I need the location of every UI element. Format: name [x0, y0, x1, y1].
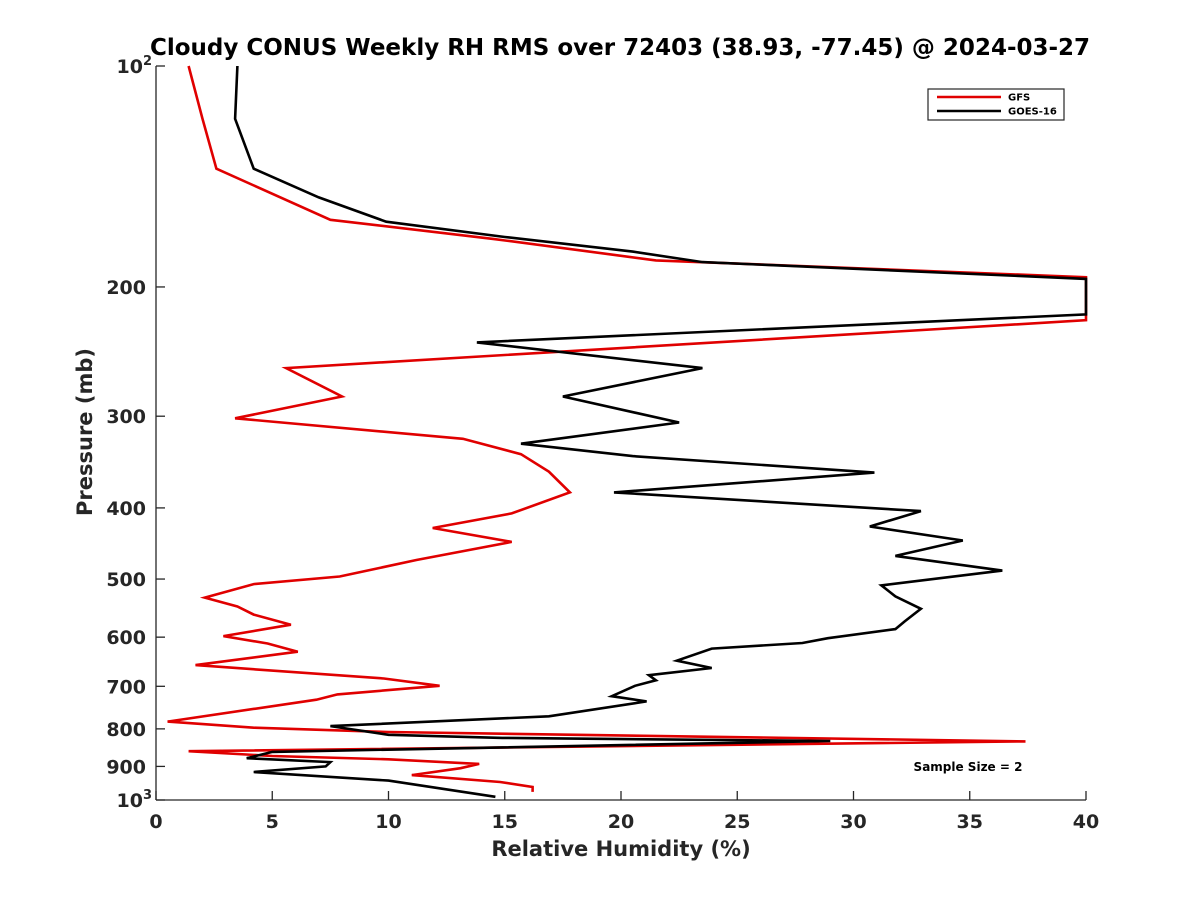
y-tick-label: 102: [117, 54, 153, 78]
y-tick-label: 800: [106, 719, 146, 741]
x-tick-label: 15: [492, 811, 518, 833]
y-tick-label: 600: [106, 627, 146, 649]
y-tick-label: 500: [106, 569, 146, 591]
x-tick-label: 10: [375, 811, 401, 833]
y-tick-label: 700: [106, 676, 146, 698]
chart-title: Cloudy CONUS Weekly RH RMS over 72403 (3…: [150, 35, 1090, 61]
y-axis-label: Pressure (mb): [73, 348, 97, 516]
y-tick-label: 900: [106, 756, 146, 778]
legend: GFS GOES-16: [927, 88, 1065, 121]
y-tick-label: 400: [106, 498, 146, 520]
y-tick-label: 300: [106, 406, 146, 428]
series-line-gfs: [167, 65, 1088, 792]
legend-box: [927, 88, 1065, 121]
legend-entry-label: GOES-16: [1008, 107, 1057, 118]
x-tick-label: 5: [266, 811, 279, 833]
x-axis-label: Relative Humidity (%): [491, 837, 750, 861]
x-tick-label: 25: [724, 811, 750, 833]
series-line-goes-16: [233, 65, 1088, 799]
y-tick-label: 103: [117, 788, 153, 812]
x-tick-label: 30: [840, 811, 866, 833]
x-tick-label: 20: [608, 811, 634, 833]
sample-size-annotation: Sample Size = 2: [914, 760, 1023, 774]
x-tick-label: 35: [957, 811, 983, 833]
plot-area: 0 5 10 15 20 25 30 35 40 102 200 300 400 500 600 700 800…: [106, 54, 1099, 833]
legend-entry-label: GFS: [1008, 93, 1030, 104]
x-tick-label: 0: [149, 811, 162, 833]
y-tick-label: 200: [106, 277, 146, 299]
x-tick-label: 40: [1073, 811, 1099, 833]
